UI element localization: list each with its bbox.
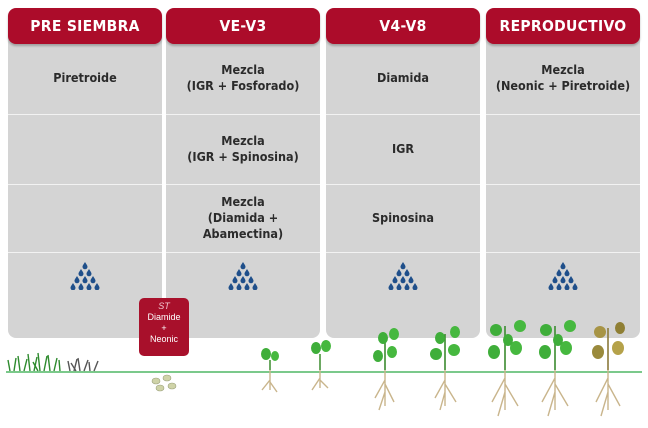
treatment-cell: Spinosina [326, 184, 480, 252]
seed-treatment-line: Neonic [149, 334, 178, 344]
treatment-label: Piretroide [53, 70, 117, 85]
ground-line [6, 371, 642, 373]
row-divider [166, 114, 320, 115]
treatment-cell [8, 184, 162, 252]
stage-header: REPRODUCTIVO [486, 8, 640, 44]
stage-panel: Piretroide [8, 22, 162, 338]
treatment-cell: Mezcla (Neonic + Piretroide) [486, 44, 640, 112]
treatment-cell: Piretroide [8, 44, 162, 112]
treatment-label: Mezcla (Neonic + Piretroide) [495, 62, 631, 93]
row-divider [486, 114, 640, 115]
treatment-label: Mezcla (IGR + Spinosina) [187, 133, 299, 164]
plant-icon [373, 328, 399, 411]
stage-column-reproductivo: Mezcla (Neonic + Piretroide) REPRODUCTIV… [486, 8, 640, 338]
seeds-icon [151, 374, 177, 392]
seedling-icon [311, 340, 331, 391]
row-divider [326, 252, 480, 253]
stage-column-pre-siembra: Piretroide PRE SIEMBRA [8, 8, 162, 338]
row-divider [486, 184, 640, 185]
row-divider [486, 252, 640, 253]
treatment-cell: Mezcla (Diamida + Abamectina) [166, 184, 320, 252]
weeds-icon [7, 352, 61, 372]
water-drops-icon [388, 262, 418, 290]
treatment-label: Mezcla (IGR + Fosforado) [186, 62, 300, 93]
treatment-cell: Diamida [326, 44, 480, 112]
water-drops-icon [228, 262, 258, 290]
stage-panel: Mezcla (IGR + Fosforado) Mezcla (IGR + S… [166, 22, 320, 338]
crop-growth-illustration [7, 320, 625, 417]
treatment-cell: Mezcla (IGR + Fosforado) [166, 44, 320, 112]
plant-icon [430, 326, 460, 411]
row-divider [166, 184, 320, 185]
treatment-label: Spinosina [372, 210, 434, 225]
treatment-label: Mezcla (Diamida + Abamectina) [202, 194, 284, 241]
seedling-icon [261, 348, 279, 393]
treatment-cell: IGR [326, 114, 480, 184]
row-divider [326, 184, 480, 185]
stage-column-ve-v3: Mezcla (IGR + Fosforado) Mezcla (IGR + S… [166, 8, 320, 338]
stage-column-v4-v8: Diamida IGR Spinosina V4-V8 [326, 8, 480, 338]
row-divider [166, 252, 320, 253]
stage-header: VE-V3 [166, 8, 320, 44]
plant-icon [539, 320, 576, 417]
treatment-cell [486, 114, 640, 184]
treatment-label: IGR [391, 141, 415, 156]
seed-treatment-line: Diamide [147, 312, 181, 322]
stage-header: V4-V8 [326, 8, 480, 44]
water-drops-icon [548, 262, 578, 290]
treatment-label: Diamida [377, 70, 429, 85]
seed-treatment-tag: ST [158, 301, 170, 311]
stage-panel: Diamida IGR Spinosina [326, 22, 480, 338]
row-divider [326, 114, 480, 115]
water-drops-icon [70, 262, 100, 290]
seed-treatment-line: + [161, 323, 167, 333]
dried-weeds-icon [67, 357, 99, 372]
stage-panel: Mezcla (Neonic + Piretroide) [486, 22, 640, 338]
stage-header: PRE SIEMBRA [8, 8, 162, 44]
seed-treatment-box: ST Diamide + Neonic [139, 298, 189, 356]
row-divider [8, 184, 162, 185]
row-divider [8, 114, 162, 115]
treatment-cell [8, 114, 162, 184]
mature-plant-icon [592, 322, 625, 417]
plant-icon [488, 320, 526, 417]
treatment-cell: Mezcla (IGR + Spinosina) [166, 114, 320, 184]
row-divider [8, 252, 162, 253]
treatment-cell [486, 184, 640, 252]
